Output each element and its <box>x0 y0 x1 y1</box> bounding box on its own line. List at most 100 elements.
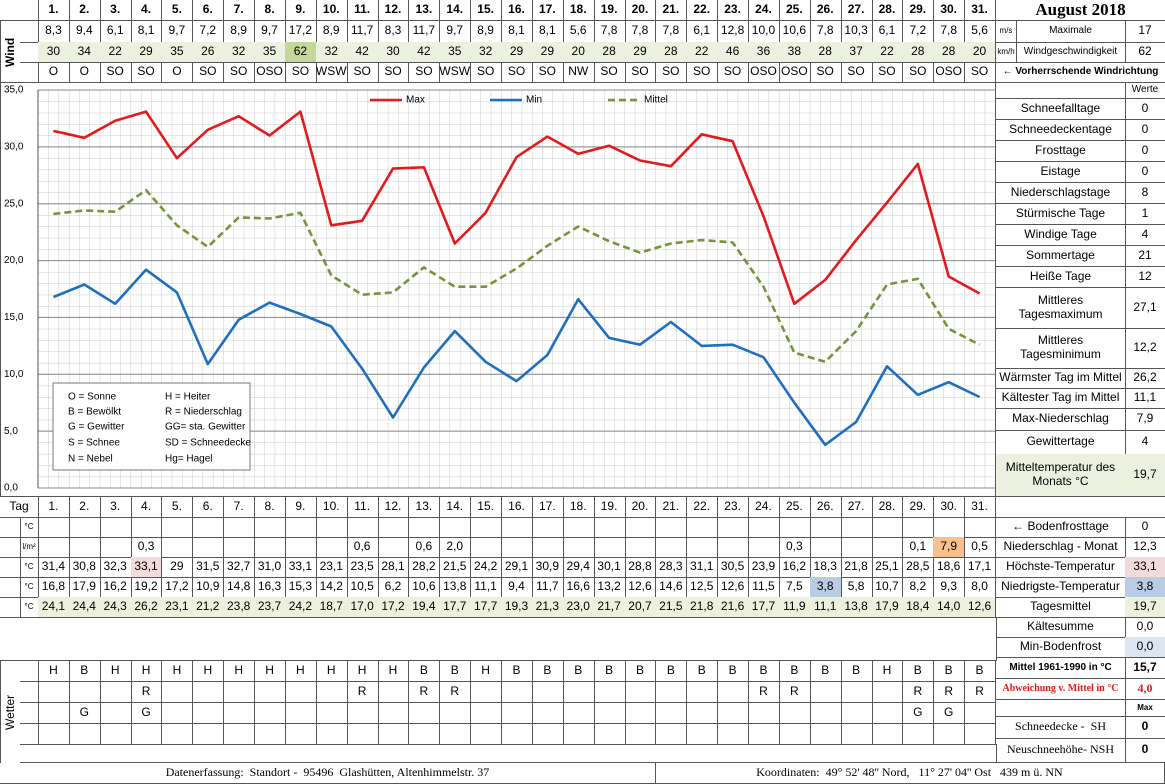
weather-cell <box>408 723 441 745</box>
summary-value: 15,7 <box>1125 657 1165 679</box>
weather-cell <box>655 681 688 703</box>
temp-cell: 11,5 <box>748 577 780 598</box>
weather-cell: B <box>408 660 441 682</box>
temp-cell: 24,2 <box>284 597 317 618</box>
day-header: 7. <box>223 0 256 21</box>
y-tick-label: 5,0 <box>4 426 18 437</box>
weather-cell: B <box>778 660 811 682</box>
temp-cell: 14,0 <box>933 597 966 618</box>
wind-ms: 11,7 <box>346 20 379 43</box>
wind-kmh: 29 <box>531 42 564 63</box>
weather-cell <box>562 681 595 703</box>
stat-value: 4 <box>1125 430 1165 455</box>
temp-cell: 17,7 <box>439 597 472 618</box>
temp-cell: 26,2 <box>130 597 163 618</box>
weather-cell <box>284 723 317 745</box>
day-label: 24. <box>748 497 780 518</box>
wind-kmh: 26 <box>192 42 225 63</box>
legend-label: Min <box>526 95 542 106</box>
summary-blank <box>996 699 1126 717</box>
day-label: 9. <box>284 497 317 518</box>
day-header: 5. <box>161 0 194 21</box>
weather-cell <box>562 702 595 724</box>
summary-value: 0 <box>1125 716 1165 739</box>
stat-label: Sommertage <box>996 245 1126 267</box>
wind-ms: 5,6 <box>964 20 996 43</box>
blank-row <box>20 744 997 763</box>
weather-cell <box>902 723 935 745</box>
temp-cell: 23,9 <box>748 557 780 578</box>
code-legend-item: Hg= Hagel <box>165 454 213 465</box>
summary-label: Niederschlag - Monat <box>996 537 1126 558</box>
wind-ms: 7,2 <box>902 20 935 43</box>
summary-label: Max <box>1125 699 1165 717</box>
wind-direction: OSO <box>254 62 286 83</box>
weather-cell: B <box>809 660 842 682</box>
temp-cell: 16,2 <box>778 557 811 578</box>
weather-cell <box>38 681 70 703</box>
weather-cell: H <box>284 660 317 682</box>
precip-cell <box>377 537 410 558</box>
precip-cell <box>192 537 225 558</box>
day-header: 3. <box>99 0 132 21</box>
unit-cell <box>20 62 39 83</box>
temp-cell: 28,3 <box>655 557 688 578</box>
day-header: 8. <box>254 0 286 21</box>
weather-cell <box>748 702 780 724</box>
weather-cell <box>717 681 750 703</box>
weather-cell: R <box>439 681 472 703</box>
summary-value: 4,0 <box>1125 678 1165 700</box>
weather-cell: B <box>686 660 719 682</box>
precip-cell <box>38 537 70 558</box>
day-label: 11. <box>346 497 379 518</box>
unit-cell <box>20 723 39 745</box>
precip-cell <box>501 537 533 558</box>
wind-kmh: 28 <box>655 42 688 63</box>
blank-cell <box>501 517 533 538</box>
day-label: 30. <box>933 497 966 518</box>
temp-cell: 23,8 <box>223 597 256 618</box>
temp-cell: 7,5 <box>778 577 811 598</box>
day-header: 28. <box>871 0 904 21</box>
temp-cell: 24,4 <box>68 597 101 618</box>
wind-ms: 8,9 <box>223 20 256 43</box>
code-legend-box <box>52 382 251 471</box>
precip-cell: 7,9 <box>933 537 966 558</box>
wind-kmh: 22 <box>686 42 719 63</box>
weather-cell <box>130 723 163 745</box>
weather-cell: G <box>902 702 935 724</box>
legend-label: Max <box>406 95 425 106</box>
blank-cell <box>996 497 1165 518</box>
weather-cell <box>161 723 194 745</box>
stat-label: Schneedeckentage <box>996 119 1126 141</box>
blank-cell <box>562 517 595 538</box>
temp-cell: 14,6 <box>655 577 688 598</box>
wind-ms: 8,3 <box>377 20 410 43</box>
day-label: 13. <box>408 497 441 518</box>
wind-kmh: 28 <box>902 42 935 63</box>
wind-ms: 9,7 <box>254 20 286 43</box>
stat-value: 8 <box>1125 182 1165 204</box>
temp-cell: 23,5 <box>346 557 379 578</box>
weather-cell: H <box>377 660 410 682</box>
day-header: 13. <box>408 0 441 21</box>
day-label: 2. <box>68 497 101 518</box>
weather-cell: H <box>254 660 286 682</box>
weather-cell <box>223 723 256 745</box>
wind-direction: SO <box>717 62 750 83</box>
stats-header-blank <box>996 82 1126 99</box>
temp-cell: 23,1 <box>315 557 348 578</box>
precip-cell <box>284 537 317 558</box>
max-wind-value: 62 <box>1125 42 1165 63</box>
weather-cell: G <box>68 702 101 724</box>
temp-cell: 20,7 <box>624 597 657 618</box>
weather-cell <box>99 723 132 745</box>
temp-cell: 17,2 <box>161 577 194 598</box>
day-label: 10. <box>315 497 348 518</box>
precip-cell: 0,3 <box>778 537 811 558</box>
wind-kmh: 36 <box>748 42 780 63</box>
temp-cell: 23,7 <box>254 597 286 618</box>
temp-cell: 11,1 <box>809 597 842 618</box>
weather-cell <box>501 681 533 703</box>
temp-cell: 31,5 <box>192 557 225 578</box>
